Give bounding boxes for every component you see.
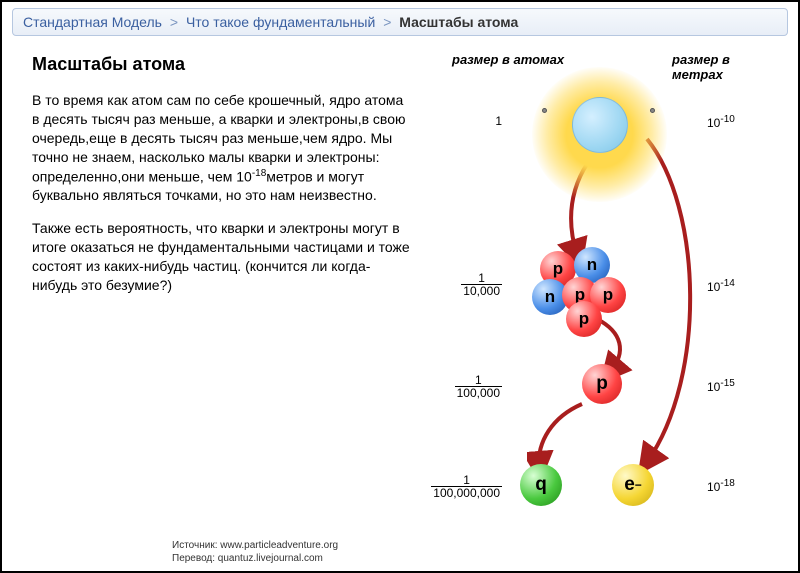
breadcrumb-item-1[interactable]: Стандартная Модель (23, 14, 162, 30)
content: Масштабы атома В то время как атом сам п… (2, 42, 798, 542)
credit-translation: Перевод: quantuz.livejournal.com (172, 552, 338, 565)
electron-minus: − (635, 478, 642, 492)
body-text: В то время как атом сам по себе крошечны… (32, 91, 412, 295)
orbital-electron-icon (542, 108, 547, 113)
scale-atom-4: 1100,000,000 (412, 474, 502, 500)
orbital-electron-icon (650, 108, 655, 113)
single-proton-icon: p (582, 364, 622, 404)
electron-icon: e− (612, 464, 654, 506)
breadcrumb: Стандартная Модель > Что такое фундамент… (12, 8, 788, 36)
header-atom-size: размер в атомах (452, 52, 564, 67)
frac-d: 100,000,000 (431, 487, 502, 499)
atom-core (572, 97, 628, 153)
scale-atom-3: 1100,000 (432, 374, 502, 400)
scale-diagram: размер в атомах размер в метрах 1 110,00… (422, 42, 782, 542)
scale-meter-4: 10-18 (707, 478, 757, 494)
breadcrumb-sep: > (170, 14, 178, 30)
quark-icon: q (520, 464, 562, 506)
paragraph-2: Также есть вероятность, что кварки и эле… (32, 219, 412, 295)
header-meter-size: размер в метрах (672, 52, 782, 82)
breadcrumb-sep: > (383, 14, 391, 30)
frac-d: 100,000 (455, 387, 502, 399)
frac-d: 10,000 (461, 285, 502, 297)
arrow-atom-electron (637, 137, 717, 477)
nucleus-cluster: p n n p p p (532, 247, 632, 337)
scale-atom-2: 110,000 (432, 272, 502, 298)
scale-meter-1: 10-10 (707, 114, 757, 130)
scale-atom-1: 1 (432, 114, 502, 128)
breadcrumb-item-2[interactable]: Что такое фундаментальный (186, 14, 375, 30)
credits: Источник: www.particleadventure.org Пере… (172, 539, 338, 565)
electron-letter: e (624, 474, 635, 496)
p1-exponent: -18 (252, 168, 266, 179)
credit-source: Источник: www.particleadventure.org (172, 539, 338, 552)
breadcrumb-current: Масштабы атома (399, 14, 518, 30)
paragraph-1: В то время как атом сам по себе крошечны… (32, 91, 412, 205)
proton-icon: p (566, 301, 602, 337)
